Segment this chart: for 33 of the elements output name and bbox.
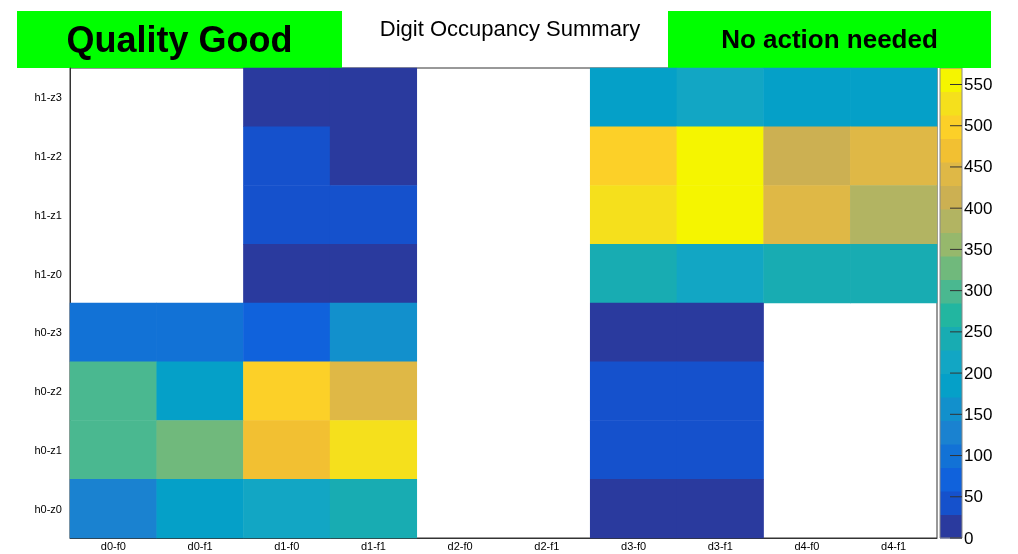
y-tick-label: h0-z0 (34, 502, 62, 515)
y-tick-label: h1-z0 (34, 267, 62, 280)
color-bar-label: 300 (964, 281, 993, 301)
x-tick-label: d3-f0 (621, 539, 647, 552)
y-tick-label: h1-z3 (34, 91, 62, 104)
x-tick-label: d2-f0 (447, 539, 473, 552)
color-bar-label: 400 (964, 198, 993, 218)
color-bar-label: 200 (964, 363, 993, 383)
color-bar-label: 500 (964, 116, 993, 136)
text: Quality Good (66, 18, 293, 60)
x-tick-label: d1-f0 (274, 539, 300, 552)
color-bar-label: 0 (964, 528, 974, 548)
y-tick-label: h1-z2 (34, 150, 62, 163)
color-bar-label: 550 (964, 74, 993, 94)
x-tick-label: d0-f1 (187, 539, 213, 552)
color-bar-label: 150 (964, 404, 993, 424)
y-tick-label: h1-z1 (34, 208, 62, 221)
x-tick-label: d3-f1 (707, 539, 733, 552)
chart-title: Digit Occupancy Summary (379, 15, 641, 41)
x-tick-label: d2-f1 (534, 539, 560, 552)
x-tick-label: d1-f1 (360, 539, 386, 552)
color-bar-label: 450 (964, 157, 993, 177)
color-bar-label: 350 (964, 239, 993, 259)
y-tick-label: h0-z2 (34, 385, 62, 398)
color-bar-label: 100 (964, 446, 993, 466)
x-tick-label: d0-f0 (100, 539, 126, 552)
y-tick-label: h0-z3 (34, 326, 62, 339)
y-tick-label: h0-z1 (34, 443, 62, 456)
x-tick-label: d4-f0 (794, 539, 820, 552)
x-tick-label: d4-f1 (881, 539, 907, 552)
text: No action needed (721, 24, 938, 54)
color-bar-label: 50 (964, 487, 983, 507)
color-bar-label: 250 (964, 322, 993, 342)
